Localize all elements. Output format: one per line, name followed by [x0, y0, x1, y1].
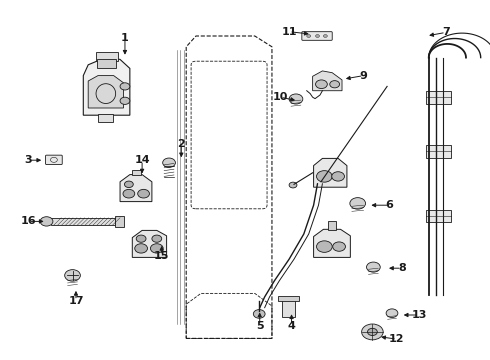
Circle shape: [368, 328, 377, 336]
Circle shape: [40, 217, 53, 226]
Circle shape: [362, 324, 383, 340]
Circle shape: [163, 158, 175, 167]
Bar: [282, 297, 295, 317]
Bar: [96, 52, 118, 61]
Bar: [51, 218, 115, 225]
Circle shape: [323, 35, 327, 37]
Circle shape: [316, 80, 327, 89]
FancyBboxPatch shape: [302, 32, 332, 40]
Circle shape: [150, 244, 163, 253]
Circle shape: [120, 83, 130, 90]
Bar: [426, 210, 451, 222]
Text: 1: 1: [121, 33, 129, 43]
Polygon shape: [313, 71, 342, 91]
Bar: [115, 216, 124, 227]
Text: 13: 13: [411, 310, 427, 320]
Text: 11: 11: [281, 27, 297, 37]
Polygon shape: [83, 58, 130, 115]
Bar: [426, 91, 451, 104]
Text: 8: 8: [398, 263, 406, 273]
Polygon shape: [132, 230, 167, 257]
Circle shape: [124, 181, 133, 188]
Circle shape: [367, 262, 380, 272]
Circle shape: [350, 198, 366, 209]
Text: 9: 9: [360, 71, 368, 81]
Text: 6: 6: [386, 200, 393, 210]
Circle shape: [316, 35, 319, 37]
Circle shape: [253, 310, 265, 318]
Polygon shape: [88, 76, 123, 108]
Text: 16: 16: [21, 216, 36, 226]
Bar: [328, 221, 336, 230]
Circle shape: [317, 241, 332, 252]
Circle shape: [307, 35, 311, 37]
Polygon shape: [120, 175, 152, 202]
Text: 12: 12: [389, 334, 405, 344]
FancyBboxPatch shape: [46, 155, 62, 165]
Text: 10: 10: [272, 92, 288, 102]
Bar: [132, 170, 141, 175]
Circle shape: [317, 171, 332, 182]
Bar: [278, 296, 299, 301]
Circle shape: [330, 81, 340, 88]
Circle shape: [333, 242, 345, 251]
Bar: [426, 145, 451, 158]
Text: 5: 5: [256, 321, 264, 331]
Text: 3: 3: [24, 155, 32, 165]
Circle shape: [120, 97, 130, 104]
Text: 2: 2: [177, 139, 185, 149]
Circle shape: [152, 235, 162, 242]
Text: 4: 4: [288, 321, 295, 331]
Circle shape: [386, 309, 398, 318]
Circle shape: [289, 94, 303, 104]
Circle shape: [289, 182, 297, 188]
Circle shape: [123, 189, 135, 198]
Bar: [97, 59, 116, 68]
Circle shape: [135, 244, 147, 253]
Polygon shape: [314, 229, 350, 257]
Text: 17: 17: [68, 296, 84, 306]
Text: 15: 15: [154, 251, 170, 261]
Circle shape: [136, 235, 146, 242]
Circle shape: [332, 172, 344, 181]
Bar: [98, 114, 113, 122]
Text: 7: 7: [442, 27, 450, 37]
Polygon shape: [314, 158, 347, 187]
Circle shape: [138, 189, 149, 198]
Text: 14: 14: [134, 155, 150, 165]
Circle shape: [65, 270, 80, 281]
